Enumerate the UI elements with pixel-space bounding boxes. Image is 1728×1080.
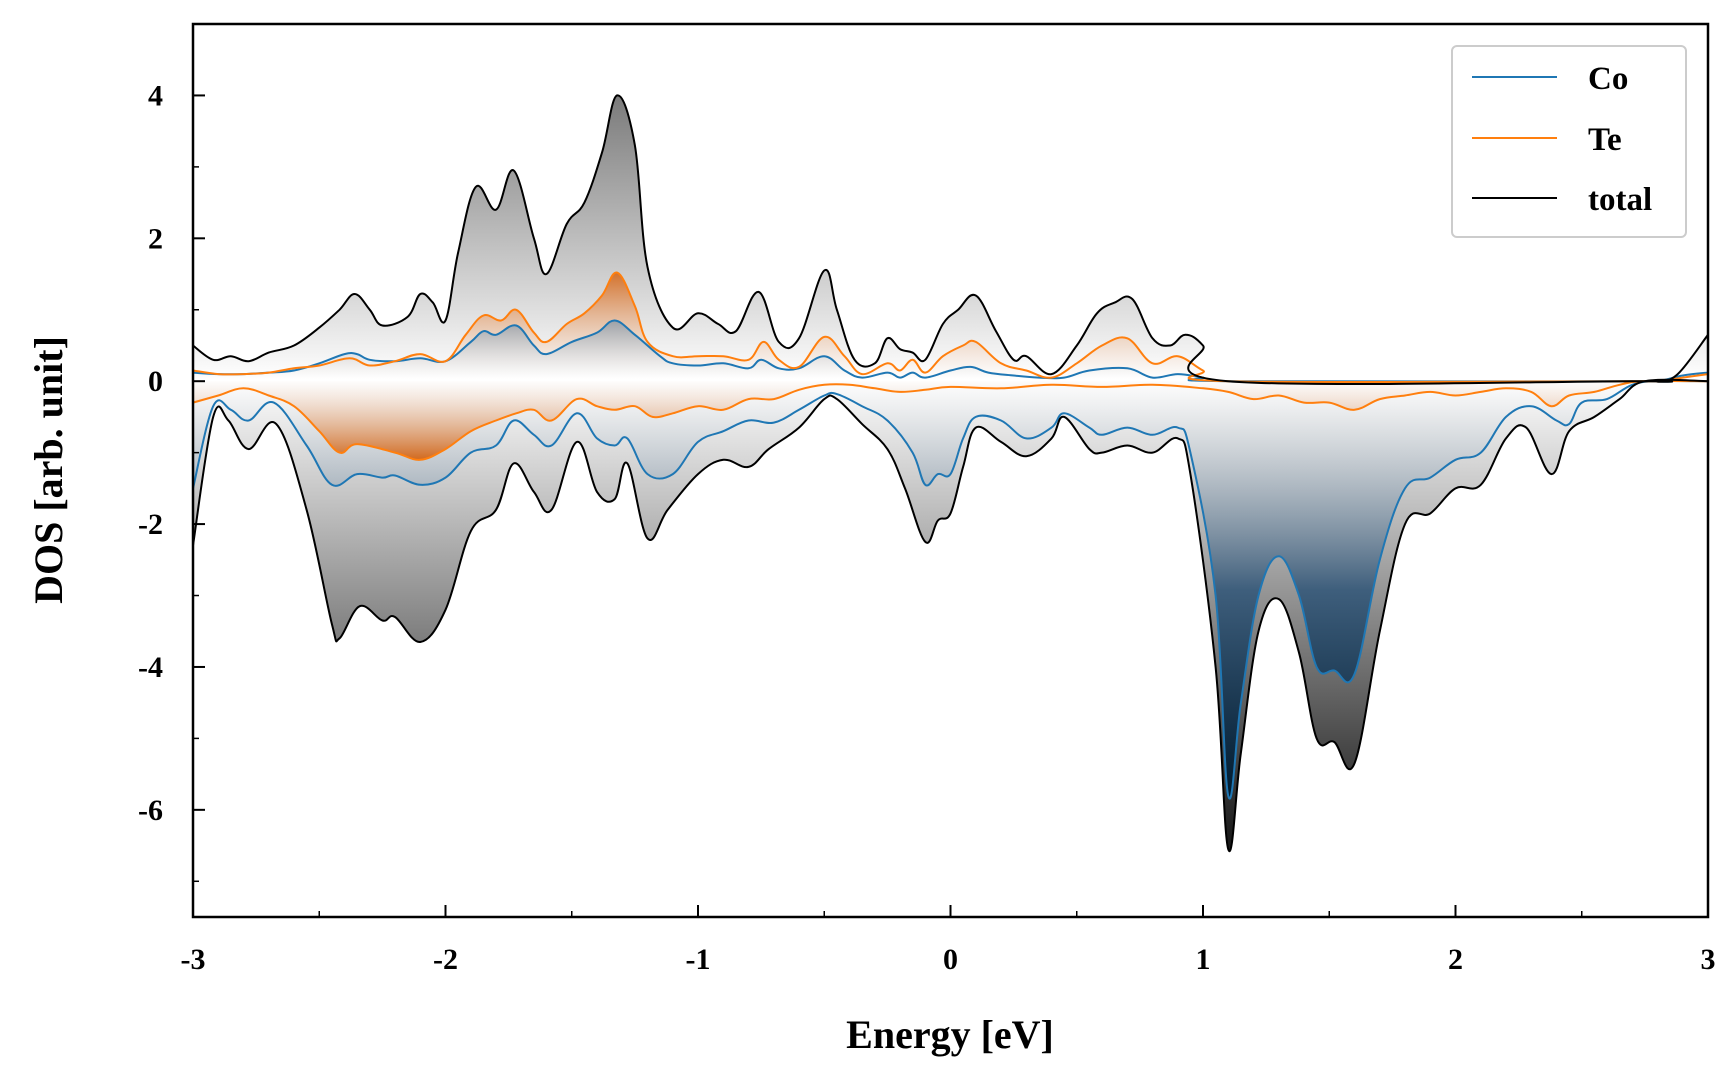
co-spin-down-line [193, 379, 1708, 800]
y-axis-ticks: -6 -4 -2 0 2 4 [138, 23, 205, 883]
x-tick-label: 0 [943, 943, 958, 976]
co-spin-up-fill [193, 320, 1708, 382]
legend: Co Te total [1451, 45, 1687, 238]
y-tick-label: 2 [148, 222, 163, 255]
te-spin-up-line [193, 271, 1708, 384]
te-spin-down-line [193, 379, 1708, 461]
x-tick-label: 3 [1701, 943, 1716, 976]
dos-series-lines [193, 94, 1708, 853]
dos-fill-areas [193, 95, 1708, 852]
legend-box [1451, 45, 1687, 238]
x-axis-title: Energy [eV] [846, 1012, 1054, 1057]
x-tick-label: 2 [1448, 943, 1463, 976]
x-tick-label: -1 [686, 943, 711, 976]
co-spin-down-fill [193, 380, 1708, 799]
legend-label-total: total [1588, 182, 1652, 218]
y-tick-label: -2 [138, 508, 163, 541]
y-tick-label: -6 [138, 794, 163, 827]
total-spin-up-line [193, 94, 1708, 386]
legend-label-te: Te [1588, 122, 1622, 158]
x-tick-label: -3 [181, 943, 206, 976]
y-tick-label: 4 [148, 79, 163, 112]
legend-label-co: Co [1588, 61, 1628, 97]
x-tick-label: -2 [433, 943, 458, 976]
te-spin-down-fill [193, 380, 1708, 460]
y-tick-label: -4 [138, 651, 163, 684]
total-spin-up-fill [193, 95, 1708, 385]
total-spin-down-line [193, 378, 1708, 853]
y-axis-title: DOS [arb. unit] [26, 336, 71, 604]
x-axis-ticks: -3 -2 -1 0 1 2 3 [181, 905, 1716, 976]
y-tick-label: 0 [148, 365, 163, 398]
x-tick-label: 1 [1196, 943, 1211, 976]
